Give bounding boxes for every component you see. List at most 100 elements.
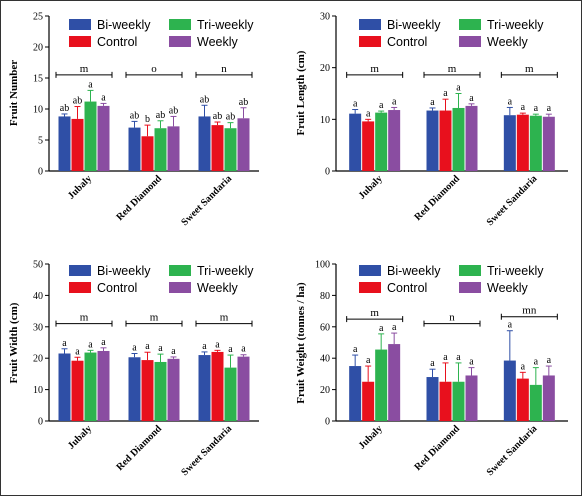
bar-weekly — [465, 105, 478, 171]
group-letter: m — [80, 312, 89, 324]
legend-swatch — [459, 282, 481, 293]
y-tick-label: 20 — [320, 63, 330, 74]
significance-letter: a — [430, 97, 435, 108]
bar-bi-weekly — [58, 116, 71, 171]
significance-letter: a — [132, 342, 137, 353]
significance-letter: ab — [73, 96, 82, 107]
legend-swatch — [459, 265, 481, 276]
bar-bi-weekly — [349, 113, 362, 171]
significance-letter: b — [145, 114, 150, 125]
significance-letter: a — [469, 93, 474, 104]
legend-swatch — [359, 265, 381, 276]
x-tick-label: Red Diamond — [114, 423, 164, 473]
significance-letter: a — [241, 344, 246, 355]
y-tick-label: 100 — [315, 260, 330, 271]
significance-letter: a — [443, 352, 448, 363]
significance-letter: a — [202, 341, 207, 352]
significance-letter: a — [215, 339, 220, 350]
significance-letter: a — [353, 99, 358, 110]
y-tick-label: 25 — [33, 12, 43, 23]
bar-control — [362, 121, 375, 171]
significance-letter: a — [508, 96, 513, 107]
legend-swatch — [69, 265, 91, 276]
significance-letter: a — [379, 323, 384, 334]
significance-letter: a — [392, 322, 397, 333]
significance-letter: ab — [156, 110, 165, 121]
y-tick-label: 0 — [38, 417, 43, 428]
bar-weekly — [465, 375, 478, 421]
bar-tri-weekly — [375, 112, 388, 171]
significance-letter: a — [171, 346, 176, 357]
y-tick-label: 10 — [33, 105, 43, 116]
bar-control — [362, 381, 375, 421]
legend-swatch — [69, 282, 91, 293]
significance-letter: a — [521, 102, 526, 113]
legend-entry: Bi-weekly — [387, 18, 441, 32]
significance-letter: ab — [130, 110, 139, 121]
significance-letter: a — [145, 341, 150, 352]
significance-letter: a — [469, 357, 474, 368]
legend-swatch — [169, 19, 191, 30]
y-tick-label: 10 — [320, 115, 330, 126]
legend-swatch — [359, 36, 381, 47]
significance-letter: ab — [60, 103, 69, 114]
bar-bi-weekly — [503, 115, 516, 171]
bar-tri-weekly — [375, 349, 388, 421]
y-tick-label: 5 — [38, 136, 43, 147]
legend-swatch — [69, 36, 91, 47]
bar-weekly — [388, 344, 401, 421]
legend-entry: Tri-weekly — [487, 18, 544, 32]
significance-letter: a — [228, 344, 233, 355]
bar-weekly — [167, 358, 180, 421]
legend-entry: Weekly — [197, 35, 239, 49]
legend-swatch — [459, 36, 481, 47]
group-letter: o — [151, 63, 157, 75]
legend-entry: Bi-weekly — [97, 264, 151, 278]
significance-letter: a — [88, 339, 93, 350]
significance-letter: a — [534, 357, 539, 368]
bar-bi-weekly — [349, 366, 362, 421]
bar-tri-weekly — [452, 381, 465, 421]
significance-letter: a — [101, 337, 106, 348]
group-letter: m — [150, 312, 159, 324]
bar-control — [141, 136, 154, 171]
x-tick-label: Sweet Sandaria — [179, 423, 234, 478]
group-letter: m — [370, 307, 379, 319]
bar-control — [439, 381, 452, 421]
bar-bi-weekly — [426, 110, 439, 171]
significance-letter: ab — [226, 112, 235, 123]
x-tick-label: Sweet Sandaria — [179, 173, 234, 228]
legend-entry: Weekly — [487, 35, 529, 49]
legend-swatch — [359, 282, 381, 293]
x-tick-label: Sweet Sandaria — [485, 173, 540, 228]
bar-control — [516, 114, 529, 171]
x-tick-label: Jubaly — [357, 173, 385, 201]
y-axis-label: Fruit Length (cm) — [295, 50, 307, 135]
legend-swatch — [169, 282, 191, 293]
legend-entry: Weekly — [487, 281, 529, 295]
bar-tri-weekly — [529, 115, 542, 171]
bar-bi-weekly — [426, 377, 439, 421]
x-tick-label: Jubaly — [66, 173, 94, 201]
x-tick-label: Red Diamond — [412, 173, 462, 223]
significance-letter: a — [366, 108, 371, 119]
group-letter: m — [220, 312, 229, 324]
bar-tri-weekly — [154, 361, 167, 421]
y-tick-label: 0 — [325, 417, 330, 428]
bar-weekly — [237, 356, 250, 421]
y-axis-label: Fruit Weight (tonnes / ha) — [295, 282, 307, 404]
group-letter: m — [525, 63, 534, 75]
group-letter: n — [221, 63, 227, 75]
bar-bi-weekly — [128, 357, 141, 421]
y-tick-label: 50 — [33, 260, 43, 271]
bar-control — [211, 125, 224, 171]
y-tick-label: 60 — [320, 322, 330, 333]
group-letter: m — [448, 63, 457, 75]
bar-weekly — [388, 110, 401, 171]
legend-swatch — [459, 19, 481, 30]
significance-letter: a — [430, 358, 435, 369]
significance-letter: a — [443, 88, 448, 99]
x-tick-label: Sweet Sandaria — [485, 423, 540, 478]
legend-entry: Bi-weekly — [97, 18, 151, 32]
